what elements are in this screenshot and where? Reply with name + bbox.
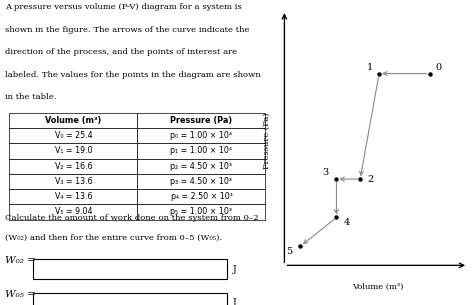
Text: 1: 1 (367, 63, 373, 72)
Text: 2: 2 (367, 174, 373, 184)
Bar (33, 259, 228, 279)
Text: (W₀₂) and then for the entire curve from 0–5 (W₀₅).: (W₀₂) and then for the entire curve from… (5, 234, 222, 242)
Text: in the table.: in the table. (5, 93, 56, 101)
Text: 5: 5 (287, 247, 293, 256)
Text: Volume (m³): Volume (m³) (352, 283, 404, 291)
Text: 0: 0 (436, 63, 442, 72)
Text: Calculate the amount of work done on the system from 0–2: Calculate the amount of work done on the… (5, 214, 258, 221)
Text: A pressure versus volume (P-V) diagram for a system is: A pressure versus volume (P-V) diagram f… (5, 3, 241, 11)
Text: Pressure (Pa): Pressure (Pa) (263, 112, 270, 169)
Text: 4: 4 (343, 218, 349, 227)
Text: J: J (233, 298, 237, 305)
Text: W₀₅ =: W₀₅ = (5, 290, 36, 299)
Text: J: J (233, 265, 237, 274)
Bar (33, 293, 228, 305)
Text: direction of the process, and the points of interest are: direction of the process, and the points… (5, 48, 237, 56)
Text: 3: 3 (322, 168, 329, 177)
Text: W₀₂ =: W₀₂ = (5, 256, 36, 265)
Text: labeled. The values for the points in the diagram are shown: labeled. The values for the points in th… (5, 71, 261, 79)
Text: shown in the figure. The arrows of the curve indicate the: shown in the figure. The arrows of the c… (5, 26, 249, 34)
